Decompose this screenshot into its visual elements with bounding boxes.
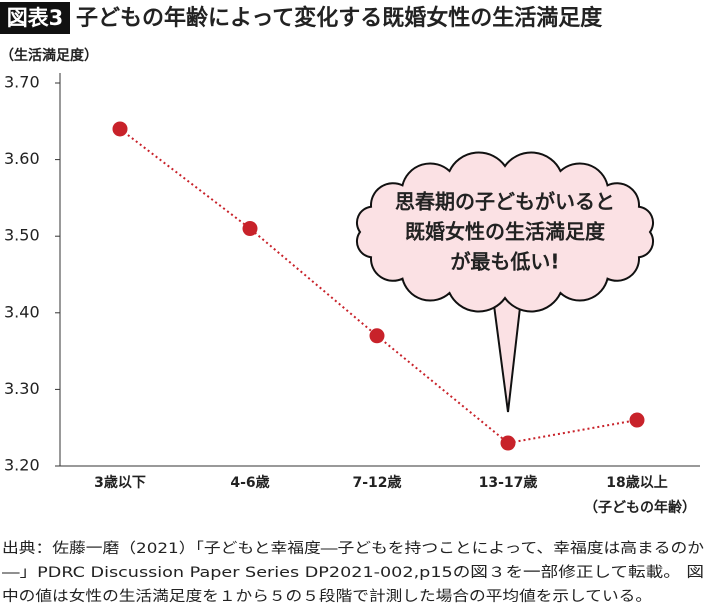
x-tick-label: 7-12歳: [352, 474, 401, 491]
annotation: 思春期の子どもがいると: [395, 190, 615, 214]
callout-cloud: [355, 151, 655, 313]
marker: [629, 412, 645, 428]
x-tick-label: 13-17歳: [479, 474, 538, 491]
marker: [369, 328, 385, 344]
y-tick-label: 3.20: [4, 456, 40, 475]
x-axis-label: （子どもの年齢）: [584, 499, 696, 516]
y-tick-label: 3.60: [4, 149, 40, 168]
marker: [112, 121, 128, 137]
source: 出典：佐藤一磨（2021）「子どもと幸福度―子どもを持つことによって、幸福度は高…: [2, 540, 704, 557]
x-tick-label: 3歳以下: [94, 474, 146, 491]
badge: 図表3: [7, 6, 64, 30]
y-axis-label: （生活満足度）: [0, 47, 98, 64]
marker: [500, 435, 516, 451]
chart-title: 子どもの年齢によって変化する既婚女性の生活満足度: [76, 5, 603, 31]
badge-box: [0, 2, 70, 34]
source: 中の値は女性の生活満足度を１から５の５段階で計測した場合の平均値を示している。: [2, 587, 652, 605]
annotation: 既婚女性の生活満足度: [405, 220, 606, 244]
y-tick-label: 3.40: [4, 302, 40, 321]
y-tick-label: 3.50: [4, 226, 40, 245]
y-tick-label: 3.70: [4, 73, 40, 92]
source: ―」PDRC Discussion Paper Series DP2021-00…: [2, 564, 704, 581]
annotation: が最も低い!: [450, 250, 559, 274]
x-tick-label: 4-6歳: [230, 474, 269, 491]
callout-join: [494, 280, 520, 296]
y-tick-label: 3.30: [4, 379, 40, 398]
marker: [242, 221, 258, 237]
x-tick-label: 18歳以上: [606, 474, 667, 491]
